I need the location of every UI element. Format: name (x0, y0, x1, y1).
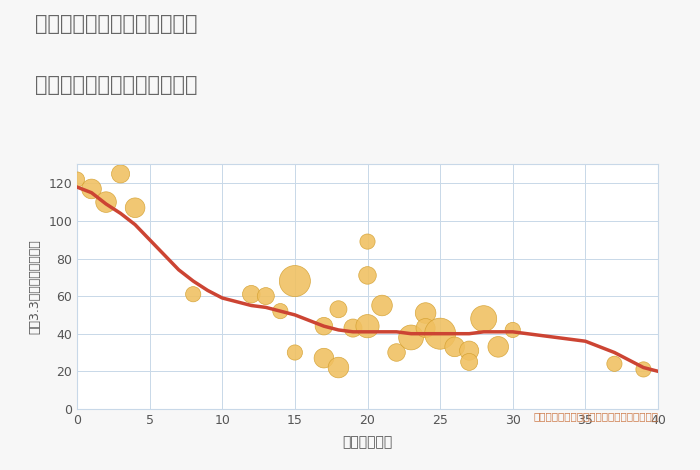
Point (333, 306, 344, 313)
Point (347, 324, 358, 332)
Point (493, 343, 504, 351)
Point (246, 290, 257, 298)
Point (405, 334, 416, 341)
Text: 円の大きさは、取引のあった物件面積を示す: 円の大きさは、取引のあった物件面積を示す (533, 411, 658, 421)
Point (638, 366, 649, 373)
Point (449, 343, 461, 351)
Point (377, 302, 388, 309)
Point (130, 204, 141, 212)
Text: 兵庫県姫路市余部区上川原の: 兵庫県姫路市余部区上川原の (35, 14, 197, 34)
Point (86, 185, 97, 193)
Text: 築年数別中古マンション価格: 築年数別中古マンション価格 (35, 75, 197, 95)
Point (362, 322, 373, 330)
Point (420, 324, 431, 332)
Point (362, 238, 373, 245)
Point (463, 358, 475, 366)
Point (391, 349, 402, 356)
Point (609, 360, 620, 368)
Point (115, 170, 126, 178)
Point (188, 290, 199, 298)
Point (463, 347, 475, 354)
Point (274, 307, 286, 315)
Point (507, 326, 518, 334)
Y-axis label: 坪（3.3㎡）単価（万円）: 坪（3.3㎡）単価（万円） (28, 239, 41, 334)
Point (420, 309, 431, 317)
Point (318, 354, 330, 362)
Point (101, 198, 112, 206)
Point (435, 330, 446, 337)
X-axis label: 築年数（年）: 築年数（年） (342, 435, 393, 449)
Point (289, 277, 300, 285)
Point (333, 364, 344, 371)
Point (478, 315, 489, 322)
Point (318, 322, 330, 330)
Point (289, 349, 300, 356)
Point (260, 292, 272, 300)
Point (71, 176, 83, 183)
Point (362, 272, 373, 279)
